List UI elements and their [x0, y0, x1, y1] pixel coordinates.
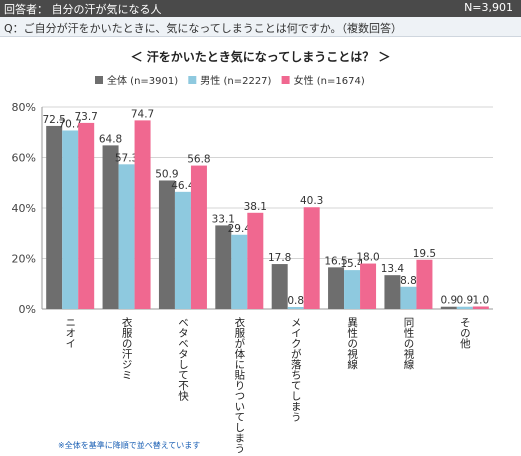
bar: [303, 207, 320, 309]
category-label: 衣服が体に貼りついてしまう: [233, 316, 245, 453]
bar: [344, 270, 361, 309]
bar: [231, 234, 248, 309]
bar: [78, 122, 95, 309]
category-label: ベタベタして不快: [177, 317, 189, 402]
data-label: 70.7: [58, 118, 81, 130]
bar: [328, 267, 345, 309]
footnote: ※全体を基準に降順で並べ替えています: [58, 441, 201, 450]
data-label: 0.9: [440, 295, 457, 307]
bar: [174, 191, 191, 309]
legend-swatch: [188, 76, 197, 84]
bar: [456, 306, 473, 309]
category-label: 異性の視線: [346, 317, 358, 370]
category-label: 同性の視線: [402, 317, 414, 370]
bar: [400, 286, 417, 309]
data-label: 8.8: [400, 275, 417, 287]
sample-size: N=3,901: [464, 1, 513, 14]
category-label: ニオイ: [64, 317, 76, 349]
data-label: 50.9: [155, 168, 178, 180]
header-bar: 回答者： 自分の汗が気になる人 N=3,901: [0, 0, 521, 17]
respondent-label: 回答者： 自分の汗が気になる人: [4, 3, 162, 16]
bar: [46, 125, 63, 309]
data-label: 0.9: [456, 295, 473, 307]
bar: [287, 306, 304, 309]
data-label: 38.1: [244, 201, 267, 213]
data-label: 33.1: [212, 213, 235, 225]
bar: [472, 306, 489, 309]
bar: [102, 145, 119, 309]
data-label: 0.8: [287, 295, 304, 307]
data-label: 19.5: [413, 248, 436, 260]
bar: [62, 130, 79, 309]
y-tick-label: 40%: [12, 202, 36, 215]
category-label: 衣服の汗ジミ: [121, 316, 133, 380]
data-label: 46.4: [171, 180, 195, 192]
data-label: 40.3: [300, 195, 323, 207]
bar: [190, 165, 207, 309]
legend-swatch: [95, 76, 103, 84]
category-label: その他: [459, 317, 471, 349]
data-label: 15.4: [340, 258, 364, 270]
y-tick-label: 60%: [12, 152, 36, 165]
data-label: 64.8: [99, 133, 122, 145]
data-label: 17.8: [268, 252, 291, 264]
data-label: 18.0: [356, 252, 379, 264]
legend-swatch: [281, 76, 290, 84]
data-label: 57.3: [115, 152, 138, 164]
data-label: 1.0: [472, 294, 489, 306]
bar: [440, 306, 457, 309]
data-label: 29.4: [228, 223, 252, 235]
bar: [247, 212, 264, 309]
data-label: 16.5: [324, 255, 347, 267]
legend-label: 男性 (n=2227): [200, 74, 271, 87]
category-label: メイクが落ちてしまう: [290, 317, 302, 422]
data-label: 72.5: [42, 114, 65, 126]
question-text: Q：ご自分が汗をかいたときに、気になってしまうことは何ですか。（複数回答）: [4, 22, 403, 35]
bar: [158, 180, 175, 309]
bar: [360, 263, 377, 309]
bar: [416, 259, 433, 309]
data-label: 74.7: [131, 108, 154, 120]
data-label: 56.8: [187, 154, 210, 166]
legend-label: 全体 (n=3901): [107, 74, 178, 87]
question-bar: Q：ご自分が汗をかいたときに、気になってしまうことは何ですか。（複数回答）: [0, 17, 521, 37]
y-tick-label: 80%: [12, 101, 36, 114]
bar: [384, 275, 401, 309]
bar: [271, 264, 288, 309]
y-tick-label: 0%: [19, 303, 36, 316]
chart-title: ＜ 汗をかいたとき気になってしまうことは？ ＞: [130, 50, 391, 64]
legend-label: 女性 (n=1674): [294, 74, 365, 87]
bar: [215, 225, 232, 309]
bar: [134, 120, 151, 309]
bar: [118, 164, 135, 309]
data-label: 13.4: [381, 263, 405, 275]
data-label: 73.7: [74, 111, 97, 123]
y-tick-label: 20%: [12, 253, 36, 266]
